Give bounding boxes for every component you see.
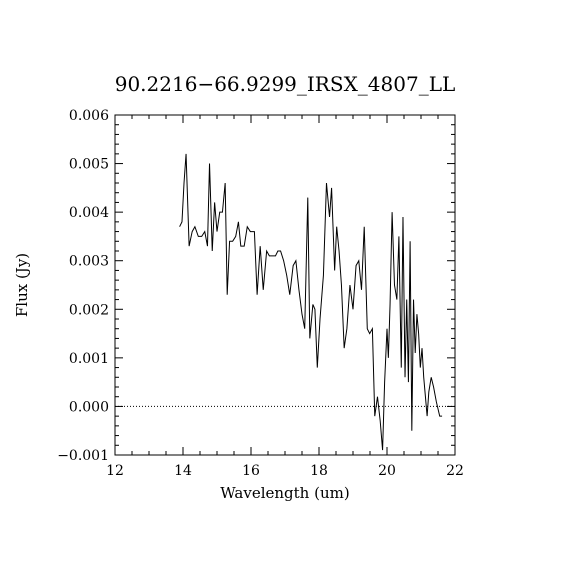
series-layer [179, 153, 443, 451]
x-tick-label: 12 [106, 463, 124, 479]
x-axis-label: Wavelength (um) [220, 484, 349, 502]
y-tick-label: −0.001 [57, 448, 109, 464]
plot-frame [114, 114, 456, 456]
x-tick-label: 22 [446, 463, 464, 479]
y-tick-label: 0.004 [69, 205, 109, 221]
x-tick-labels: 12 14 16 18 20 22 [106, 463, 464, 479]
y-tick-label: 0.000 [69, 399, 109, 415]
x-tick-label: 20 [378, 463, 396, 479]
y-tick-label: 0.001 [69, 351, 109, 367]
y-tick-label: 0.005 [69, 157, 109, 173]
chart-title: 90.2216−66.9299_IRSX_4807_LL [115, 72, 456, 96]
y-tick-label: 0.002 [69, 302, 109, 318]
x-tick-label: 14 [174, 463, 192, 479]
y-tick-label: 0.003 [69, 254, 109, 270]
series-line-0 [179, 153, 443, 451]
y-tick-label: 0.006 [69, 108, 109, 124]
y-axis-label: Flux (Jy) [13, 253, 31, 317]
x-tick-label: 16 [242, 463, 260, 479]
y-tick-labels: −0.001 0.000 0.001 0.002 0.003 0.004 0.005 0.00… [57, 108, 109, 464]
x-tick-label: 18 [310, 463, 328, 479]
